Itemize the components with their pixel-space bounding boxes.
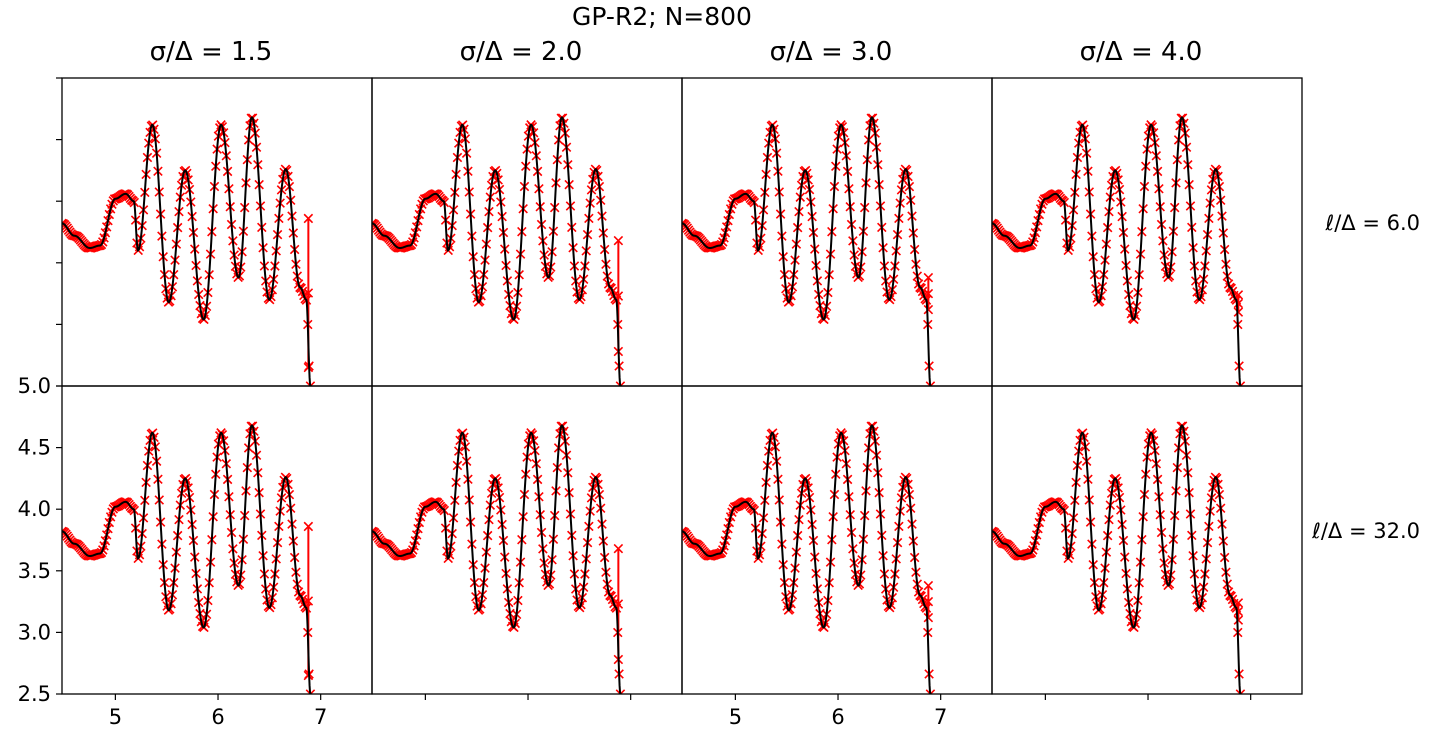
row-label: ℓ/Δ = 32.0 (1311, 519, 1420, 543)
y-tick-label: 2.5 (18, 682, 51, 706)
x-tick-label: 6 (831, 705, 844, 729)
suptitle: GP-R2; N=800 (572, 2, 752, 31)
model-line (372, 424, 622, 694)
observation-marker (925, 381, 936, 386)
y-tick-label: 3.5 (18, 559, 51, 583)
model-line (372, 116, 622, 386)
observation-marker (923, 272, 934, 283)
observation-marker (615, 381, 626, 386)
observation-marker (1235, 689, 1246, 694)
subplot (56, 77, 373, 387)
column-title: σ/Δ = 3.0 (770, 37, 893, 67)
observation-marker (303, 288, 314, 298)
model-line (62, 424, 312, 694)
column-title: σ/Δ = 1.5 (150, 37, 273, 67)
observation-marker (615, 689, 626, 694)
model-line (992, 424, 1242, 694)
column-title: σ/Δ = 4.0 (1080, 37, 1203, 67)
x-tick-label: 7 (934, 705, 947, 729)
subplot (991, 77, 1303, 387)
subplot (371, 77, 683, 387)
column-title: σ/Δ = 2.0 (460, 37, 583, 67)
observation-marker (303, 213, 314, 224)
x-tick-label: 7 (314, 705, 327, 729)
subplot (991, 385, 1303, 700)
observation-marker (1233, 307, 1244, 317)
observation-marker (305, 689, 316, 694)
observation-marker (923, 304, 934, 315)
row-labels: ℓ/Δ = 6.0 ℓ/Δ = 32.0 (1311, 211, 1420, 543)
model-line (682, 116, 932, 386)
model-line (62, 116, 312, 386)
subplot (681, 77, 993, 387)
x-tick-label: 5 (729, 705, 742, 729)
observation-marker (303, 521, 314, 532)
observation-marker (305, 381, 316, 386)
axes-frame (991, 385, 1303, 695)
y-tick-label: 4.5 (18, 436, 51, 460)
observation-marker (1235, 381, 1246, 386)
observation-marker (923, 596, 934, 607)
observation-markers (992, 113, 1246, 386)
observation-marker (923, 580, 934, 591)
y-tick-label: 4.0 (18, 497, 51, 521)
y-tick-label: 3.0 (18, 620, 51, 644)
model-line (682, 424, 932, 694)
subplot-grid: 2.5 3.0 3.5 4.0 4.5 5.0 5 6 7 5 6 7 (18, 77, 1303, 729)
column-titles: σ/Δ = 1.5 σ/Δ = 2.0 σ/Δ = 3.0 σ/Δ = 4.0 (150, 37, 1203, 67)
subplot: 5 6 7 (681, 385, 993, 729)
observation-marker (925, 689, 936, 694)
observation-marker (613, 543, 624, 554)
observation-marker (923, 288, 934, 299)
subplot: 2.5 3.0 3.5 4.0 4.5 5.0 5 6 7 (18, 374, 373, 729)
subplot (371, 385, 683, 700)
observation-marker (923, 612, 934, 623)
row-label: ℓ/Δ = 6.0 (1325, 211, 1420, 235)
x-tick-label: 5 (109, 705, 122, 729)
observation-marker (613, 235, 624, 246)
model-line (992, 116, 1242, 386)
x-tick-label: 6 (211, 705, 224, 729)
observation-marker (303, 596, 314, 606)
observation-marker (1233, 615, 1244, 625)
y-tick-label: 5.0 (18, 374, 51, 398)
